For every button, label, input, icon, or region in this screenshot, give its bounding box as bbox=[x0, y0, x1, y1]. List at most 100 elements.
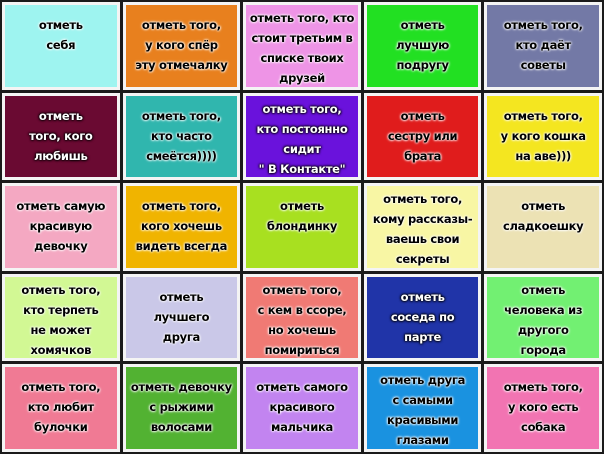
tile-text-line: смеётся)))) bbox=[146, 148, 217, 163]
tile-text-line: отметь того, bbox=[141, 18, 221, 32]
tile: отметь друга с самыми красивыми глазами bbox=[363, 364, 482, 452]
tile-text-line: красивую bbox=[29, 219, 93, 234]
tile-text-line: себя bbox=[46, 38, 76, 52]
tile-text-line: отметь друга bbox=[380, 373, 466, 388]
tile-text-line: сидит bbox=[283, 141, 321, 156]
tile-text-line: девочку bbox=[34, 239, 88, 254]
tile-text-line: " В Контакте" bbox=[258, 161, 346, 176]
tile: отметь блондинку bbox=[243, 183, 361, 271]
tile-text-line: отметь bbox=[400, 18, 445, 32]
tile-text-line: но хочешь bbox=[268, 322, 336, 337]
tile-text-line: отметь bbox=[400, 108, 445, 123]
tile-text-line: отметь того, bbox=[503, 18, 583, 32]
tile-text-line: лучшую bbox=[396, 38, 450, 52]
tile-text-line: другого bbox=[517, 322, 569, 337]
tile-text-line: кто любит bbox=[27, 400, 94, 415]
tile: отметь того, кого любишь bbox=[2, 92, 120, 181]
tile: отметь того, у кого спёр эту отмечалку bbox=[122, 2, 241, 90]
tile: отметь того, кто даёт советы bbox=[484, 2, 602, 90]
tile-text-line: отметь bbox=[400, 289, 445, 304]
tile-text-line: с кем в ссоре, bbox=[257, 302, 347, 317]
tile: отметь лучшего друга bbox=[122, 273, 241, 362]
tile-text-line: отметь того, bbox=[262, 282, 342, 297]
tile-text-line: на аве))) bbox=[515, 148, 571, 163]
tile-text-line: отметь того, bbox=[503, 108, 583, 123]
tile-text-line: отметь самую bbox=[16, 199, 106, 214]
tile-text-line: отметь того, bbox=[141, 108, 221, 123]
tile-text-line: брата bbox=[404, 148, 442, 163]
tile-text-line: у кого кошка bbox=[500, 128, 586, 143]
tile-text-line: отметь того, bbox=[503, 380, 583, 395]
tile-text-line: сестру или bbox=[387, 128, 458, 143]
tile-text-line: красивыми bbox=[387, 413, 459, 428]
tile: отметь девочку с рыжими волосами bbox=[122, 364, 241, 452]
tile-text-line: мальчика bbox=[271, 420, 333, 435]
tile-text-line: отметь bbox=[38, 18, 83, 32]
tile-text-line: помириться bbox=[264, 342, 340, 357]
tile-text-line: у кого спёр bbox=[145, 38, 218, 52]
tile-text-line: кого хочешь bbox=[140, 219, 222, 234]
tile-text-line: ваешь свои bbox=[385, 232, 460, 247]
tile-text-line: списке твоих bbox=[260, 51, 344, 65]
tile-text-line: отметь того, bbox=[262, 101, 342, 116]
tile-text-line: лучшего bbox=[153, 309, 210, 324]
tile-text-line: отметь того, bbox=[383, 192, 463, 207]
tile: отметь самую красивую девочку bbox=[2, 183, 120, 271]
tile-text-line: отметь того, bbox=[21, 282, 101, 297]
tile-text-line: волосами bbox=[150, 420, 212, 435]
tile: отметь того, кто часто смеётся)))) bbox=[122, 92, 241, 181]
tile-text-line: не может bbox=[30, 322, 92, 337]
tile-text-line: кому рассказы- bbox=[372, 212, 473, 227]
tile-text-line: отметь того, кто bbox=[249, 11, 355, 25]
tile-text-line: кто постоянно bbox=[256, 121, 348, 136]
tile-text-line: отметь bbox=[521, 199, 566, 214]
tile-text-line: отметь того, bbox=[141, 199, 221, 214]
tile-text-line: булочки bbox=[34, 420, 88, 435]
tile-text-line: отметь bbox=[159, 289, 204, 304]
tile: отметь себя bbox=[2, 2, 120, 90]
tile: отметь того, кому рассказы-ваешь свои секр… bbox=[363, 183, 482, 271]
tile: отметь человека из другого города bbox=[484, 273, 602, 362]
tile-text-line: отметь bbox=[521, 282, 566, 297]
tile-text-line: кто часто bbox=[151, 128, 212, 143]
tile: отметь сестру или брата bbox=[363, 92, 482, 181]
tile-text-line: видеть всегда bbox=[135, 239, 228, 254]
tile-text-line: кто терпеть bbox=[23, 302, 99, 317]
tile-text-line: человека из bbox=[504, 302, 583, 317]
tile: отметь того, кто любит булочки bbox=[2, 364, 120, 452]
tile: отметь того, у кого кошка на аве))) bbox=[484, 92, 602, 181]
tile-text-line: с самыми bbox=[392, 393, 453, 408]
tile-text-line: стоит третьим в bbox=[251, 31, 353, 45]
tile-text-line: отметь девочку bbox=[130, 380, 232, 395]
tile-text-line: советы bbox=[520, 58, 566, 72]
tile: отметь того, кто стоит третьим в списке тв… bbox=[243, 2, 361, 90]
tile-text-line: кто даёт bbox=[515, 38, 571, 52]
tile-text-line: красивого bbox=[269, 400, 335, 415]
tile-text-line: отметь того, bbox=[21, 380, 101, 395]
tile: отметь того, у кого есть собака bbox=[484, 364, 602, 452]
tile-text-line: подругу bbox=[396, 58, 449, 72]
tile: отметь лучшую подругу bbox=[363, 2, 482, 90]
tile-text-line: города bbox=[520, 342, 567, 357]
tile-text-line: друзей bbox=[279, 71, 325, 85]
tile-text-line: парте bbox=[404, 329, 442, 344]
tile-text-line: отметь самого bbox=[256, 380, 348, 395]
tile-text-line: отметь bbox=[280, 199, 324, 214]
tile: отметь соседа по парте bbox=[363, 273, 482, 362]
tile-text-line: соседа по bbox=[390, 309, 455, 324]
tile-text-line: любишь bbox=[34, 148, 88, 163]
tile-text-line: секреты bbox=[395, 252, 450, 267]
tile-text-line: с рыжими bbox=[149, 400, 214, 415]
tile-text-line: друга bbox=[162, 329, 201, 344]
tile-text-line: того, кого bbox=[29, 128, 93, 143]
tile-text-line: глазами bbox=[396, 433, 449, 448]
tile: отметь того, с кем в ссоре, но хочешь помир… bbox=[243, 273, 361, 362]
tile: отметь того, кто постоянно сидит " В Контак… bbox=[243, 92, 361, 181]
tile: отметь сладкоешку bbox=[484, 183, 602, 271]
tile-text-line: блондинку bbox=[266, 219, 338, 234]
tile-text-line: хомячков bbox=[30, 342, 92, 357]
tile-text-line: собака bbox=[521, 420, 566, 435]
tile-text-line: эту отмечалку bbox=[135, 58, 228, 72]
tile: отметь того, кто терпеть не может хомячков bbox=[2, 273, 120, 362]
